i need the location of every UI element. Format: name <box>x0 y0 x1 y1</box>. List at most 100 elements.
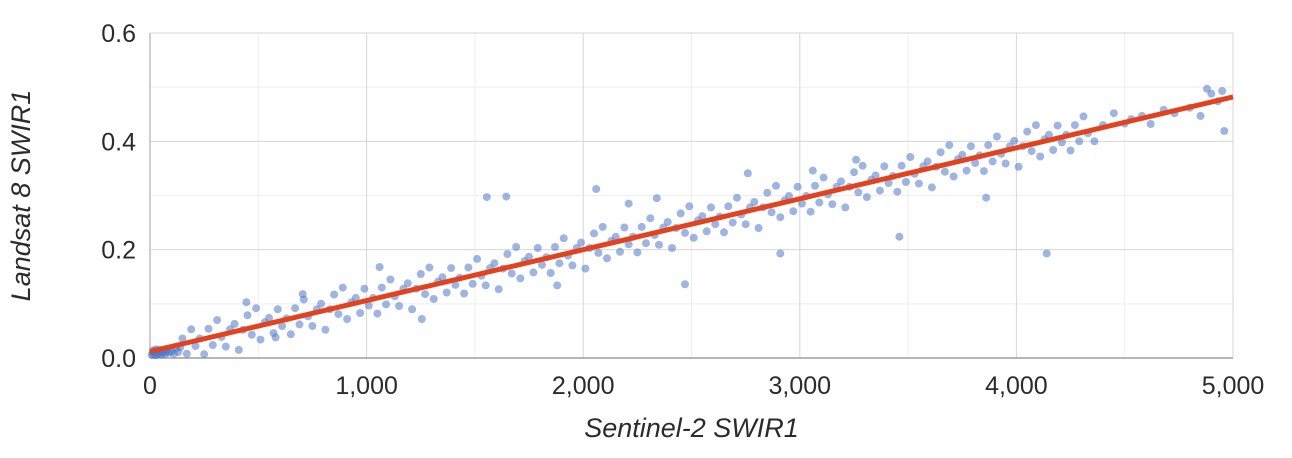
data-point <box>256 335 265 344</box>
data-point <box>646 214 655 223</box>
data-point <box>382 300 391 309</box>
data-point <box>1090 137 1099 146</box>
data-point <box>624 199 633 208</box>
data-point <box>364 301 373 310</box>
data-point <box>1109 109 1118 118</box>
data-point <box>577 238 585 247</box>
data-point <box>178 334 187 343</box>
data-point <box>1010 136 1019 145</box>
data-point <box>1031 121 1040 130</box>
data-point <box>298 290 307 299</box>
data-point <box>945 141 954 150</box>
data-point <box>1220 127 1229 135</box>
data-point <box>763 188 772 197</box>
data-point <box>854 188 863 197</box>
data-point <box>728 218 737 227</box>
data-point <box>702 227 711 236</box>
y-tick-label: 0.2 <box>101 237 136 265</box>
data-point <box>880 162 889 171</box>
data-point <box>828 200 837 209</box>
data-point <box>503 250 512 258</box>
data-point <box>620 223 629 232</box>
data-point <box>425 263 434 272</box>
data-point <box>265 313 274 322</box>
x-tick-label: 2,000 <box>552 372 615 400</box>
data-point <box>191 342 200 351</box>
data-point <box>1036 152 1045 161</box>
data-point <box>772 181 780 190</box>
data-point <box>743 169 752 178</box>
x-axis-tick-labels: 0 1,000 2,000 3,000 4,000 5,000 <box>143 372 1264 400</box>
data-point <box>343 315 352 323</box>
data-point <box>447 264 456 273</box>
data-point <box>230 319 239 328</box>
data-point <box>776 213 785 222</box>
data-point <box>884 179 893 187</box>
data-point <box>811 181 819 190</box>
data-point <box>408 305 417 314</box>
data-point <box>1023 127 1032 136</box>
data-point <box>624 240 633 249</box>
data-point <box>906 153 915 161</box>
data-point <box>754 224 763 232</box>
data-point <box>720 228 728 237</box>
data-point <box>681 228 689 237</box>
data-point <box>958 150 967 159</box>
data-point <box>490 259 499 268</box>
data-point <box>295 320 304 329</box>
data-point <box>1053 121 1062 130</box>
data-point <box>221 342 230 351</box>
data-point <box>841 203 850 212</box>
data-point <box>592 185 601 193</box>
data-point <box>533 244 542 252</box>
data-point <box>1027 147 1036 156</box>
data-point <box>273 305 282 314</box>
data-point <box>375 263 384 271</box>
data-point <box>421 290 430 299</box>
data-point <box>971 159 980 167</box>
data-point <box>291 304 300 313</box>
data-point <box>914 179 923 188</box>
data-point <box>553 281 562 290</box>
data-point <box>568 261 577 270</box>
data-point <box>516 274 525 283</box>
data-point <box>442 288 451 297</box>
data-point <box>1001 159 1010 168</box>
data-point <box>966 142 975 151</box>
data-point <box>923 157 932 166</box>
data-point <box>893 187 902 196</box>
data-point <box>468 279 477 288</box>
data-point <box>652 194 661 203</box>
x-tick-label: 5,000 <box>1202 372 1265 400</box>
trend-line <box>149 94 1234 354</box>
data-point <box>927 183 936 192</box>
data-point <box>581 264 590 273</box>
data-point <box>481 281 490 290</box>
data-point <box>403 279 412 288</box>
data-point <box>204 324 213 333</box>
y-axis-title: Landsat 8 SWIR1 <box>6 90 36 302</box>
data-point <box>494 285 503 294</box>
data-point <box>689 233 698 242</box>
data-point <box>502 192 511 201</box>
data-point <box>1196 111 1205 120</box>
data-point <box>308 322 317 330</box>
data-point <box>1042 249 1051 258</box>
data-point <box>806 207 815 216</box>
data-point <box>603 254 611 263</box>
data-point <box>317 299 326 308</box>
data-point <box>642 239 650 248</box>
data-point <box>815 198 824 207</box>
data-point <box>473 254 482 263</box>
data-point <box>338 283 347 292</box>
data-point <box>252 304 261 313</box>
y-tick-label: 0.0 <box>101 345 136 373</box>
data-point <box>992 132 1001 141</box>
data-point <box>373 309 382 318</box>
data-point <box>1070 121 1079 130</box>
data-point <box>1066 146 1075 155</box>
data-point <box>962 166 971 175</box>
data-point <box>555 259 564 268</box>
data-point <box>451 280 460 289</box>
